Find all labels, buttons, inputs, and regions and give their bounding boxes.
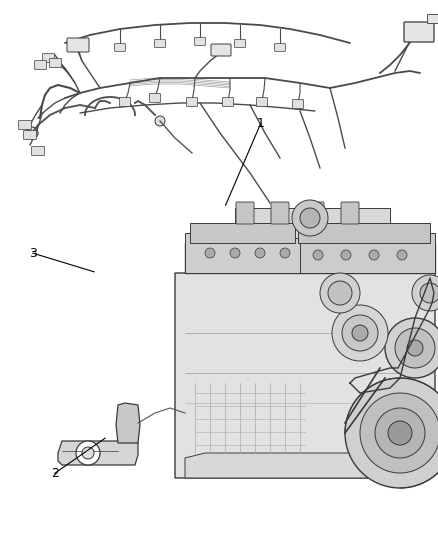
Circle shape [385,318,438,378]
FancyBboxPatch shape [275,44,286,52]
Circle shape [345,378,438,488]
Polygon shape [185,233,300,273]
FancyBboxPatch shape [42,53,54,62]
FancyBboxPatch shape [49,59,61,68]
Circle shape [320,273,360,313]
Circle shape [280,248,290,258]
FancyBboxPatch shape [427,14,438,23]
Circle shape [26,127,38,139]
Circle shape [82,447,94,459]
Circle shape [342,315,378,351]
FancyBboxPatch shape [114,44,126,52]
FancyBboxPatch shape [155,39,166,47]
Circle shape [420,283,438,303]
Circle shape [205,248,215,258]
FancyBboxPatch shape [271,202,289,224]
Circle shape [412,275,438,311]
Circle shape [388,421,412,445]
FancyBboxPatch shape [18,120,32,130]
FancyBboxPatch shape [404,22,434,42]
FancyBboxPatch shape [149,93,160,102]
Text: 2: 2 [51,467,59,480]
FancyBboxPatch shape [293,100,304,109]
Polygon shape [175,273,435,478]
Circle shape [375,408,425,458]
Circle shape [360,393,438,473]
Text: 1: 1 [257,117,265,130]
Circle shape [369,250,379,260]
FancyBboxPatch shape [24,131,36,140]
Polygon shape [235,208,390,238]
Circle shape [300,208,320,228]
FancyBboxPatch shape [35,61,46,69]
Circle shape [352,325,368,341]
FancyBboxPatch shape [187,98,198,107]
Polygon shape [185,453,415,478]
Polygon shape [58,441,138,465]
Circle shape [313,250,323,260]
FancyBboxPatch shape [234,39,246,47]
FancyBboxPatch shape [341,202,359,224]
Circle shape [292,200,328,236]
Circle shape [332,305,388,361]
Polygon shape [185,243,435,273]
Polygon shape [190,223,295,243]
Circle shape [230,248,240,258]
Circle shape [255,248,265,258]
Circle shape [76,441,100,465]
FancyBboxPatch shape [257,98,268,107]
FancyBboxPatch shape [194,37,205,45]
Circle shape [397,250,407,260]
FancyBboxPatch shape [32,147,45,156]
FancyBboxPatch shape [223,98,233,107]
Circle shape [155,116,165,126]
FancyBboxPatch shape [306,202,324,224]
Polygon shape [116,403,140,443]
FancyBboxPatch shape [211,44,231,56]
FancyBboxPatch shape [67,38,89,52]
Polygon shape [298,223,430,243]
Circle shape [395,328,435,368]
Text: 3: 3 [29,247,37,260]
Circle shape [407,340,423,356]
Circle shape [328,281,352,305]
FancyBboxPatch shape [236,202,254,224]
Circle shape [341,250,351,260]
Polygon shape [300,233,435,273]
FancyBboxPatch shape [120,98,131,107]
